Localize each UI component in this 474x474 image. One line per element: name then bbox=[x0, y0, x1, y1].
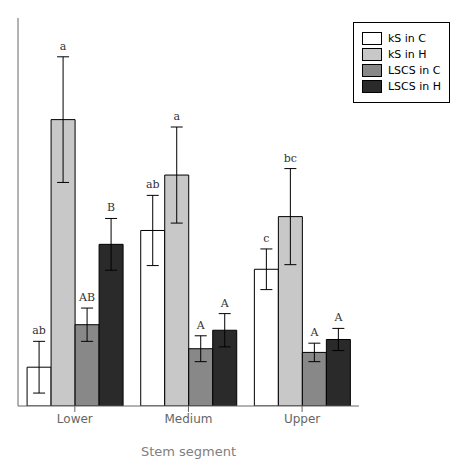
svg-text:A: A bbox=[333, 311, 343, 324]
html-text:LSCS in H: LSCS in H bbox=[387, 80, 441, 93]
svg-text:B: B bbox=[107, 201, 115, 214]
html-text:LSCS in C: LSCS in C bbox=[387, 64, 441, 77]
html-text:kS in C: kS in C bbox=[387, 32, 426, 45]
svg-text:ab: ab bbox=[146, 178, 160, 191]
svg-text:A: A bbox=[196, 319, 206, 332]
svg-text:a: a bbox=[60, 40, 67, 53]
svg-text:Lower: Lower bbox=[57, 412, 93, 426]
svg-text:A: A bbox=[309, 326, 319, 339]
svg-text:bc: bc bbox=[284, 152, 297, 165]
svg-text:a: a bbox=[173, 110, 180, 123]
svg-text:ab: ab bbox=[32, 324, 46, 337]
svg-text:Upper: Upper bbox=[284, 412, 320, 426]
svg-text:c: c bbox=[263, 232, 269, 245]
html-text:kS in H: kS in H bbox=[387, 48, 427, 61]
svg-text:Stem segment: Stem segment bbox=[141, 444, 236, 459]
svg-text:AB: AB bbox=[78, 291, 95, 304]
svg-text:A: A bbox=[220, 297, 230, 310]
svg-text:Medium: Medium bbox=[164, 412, 212, 426]
